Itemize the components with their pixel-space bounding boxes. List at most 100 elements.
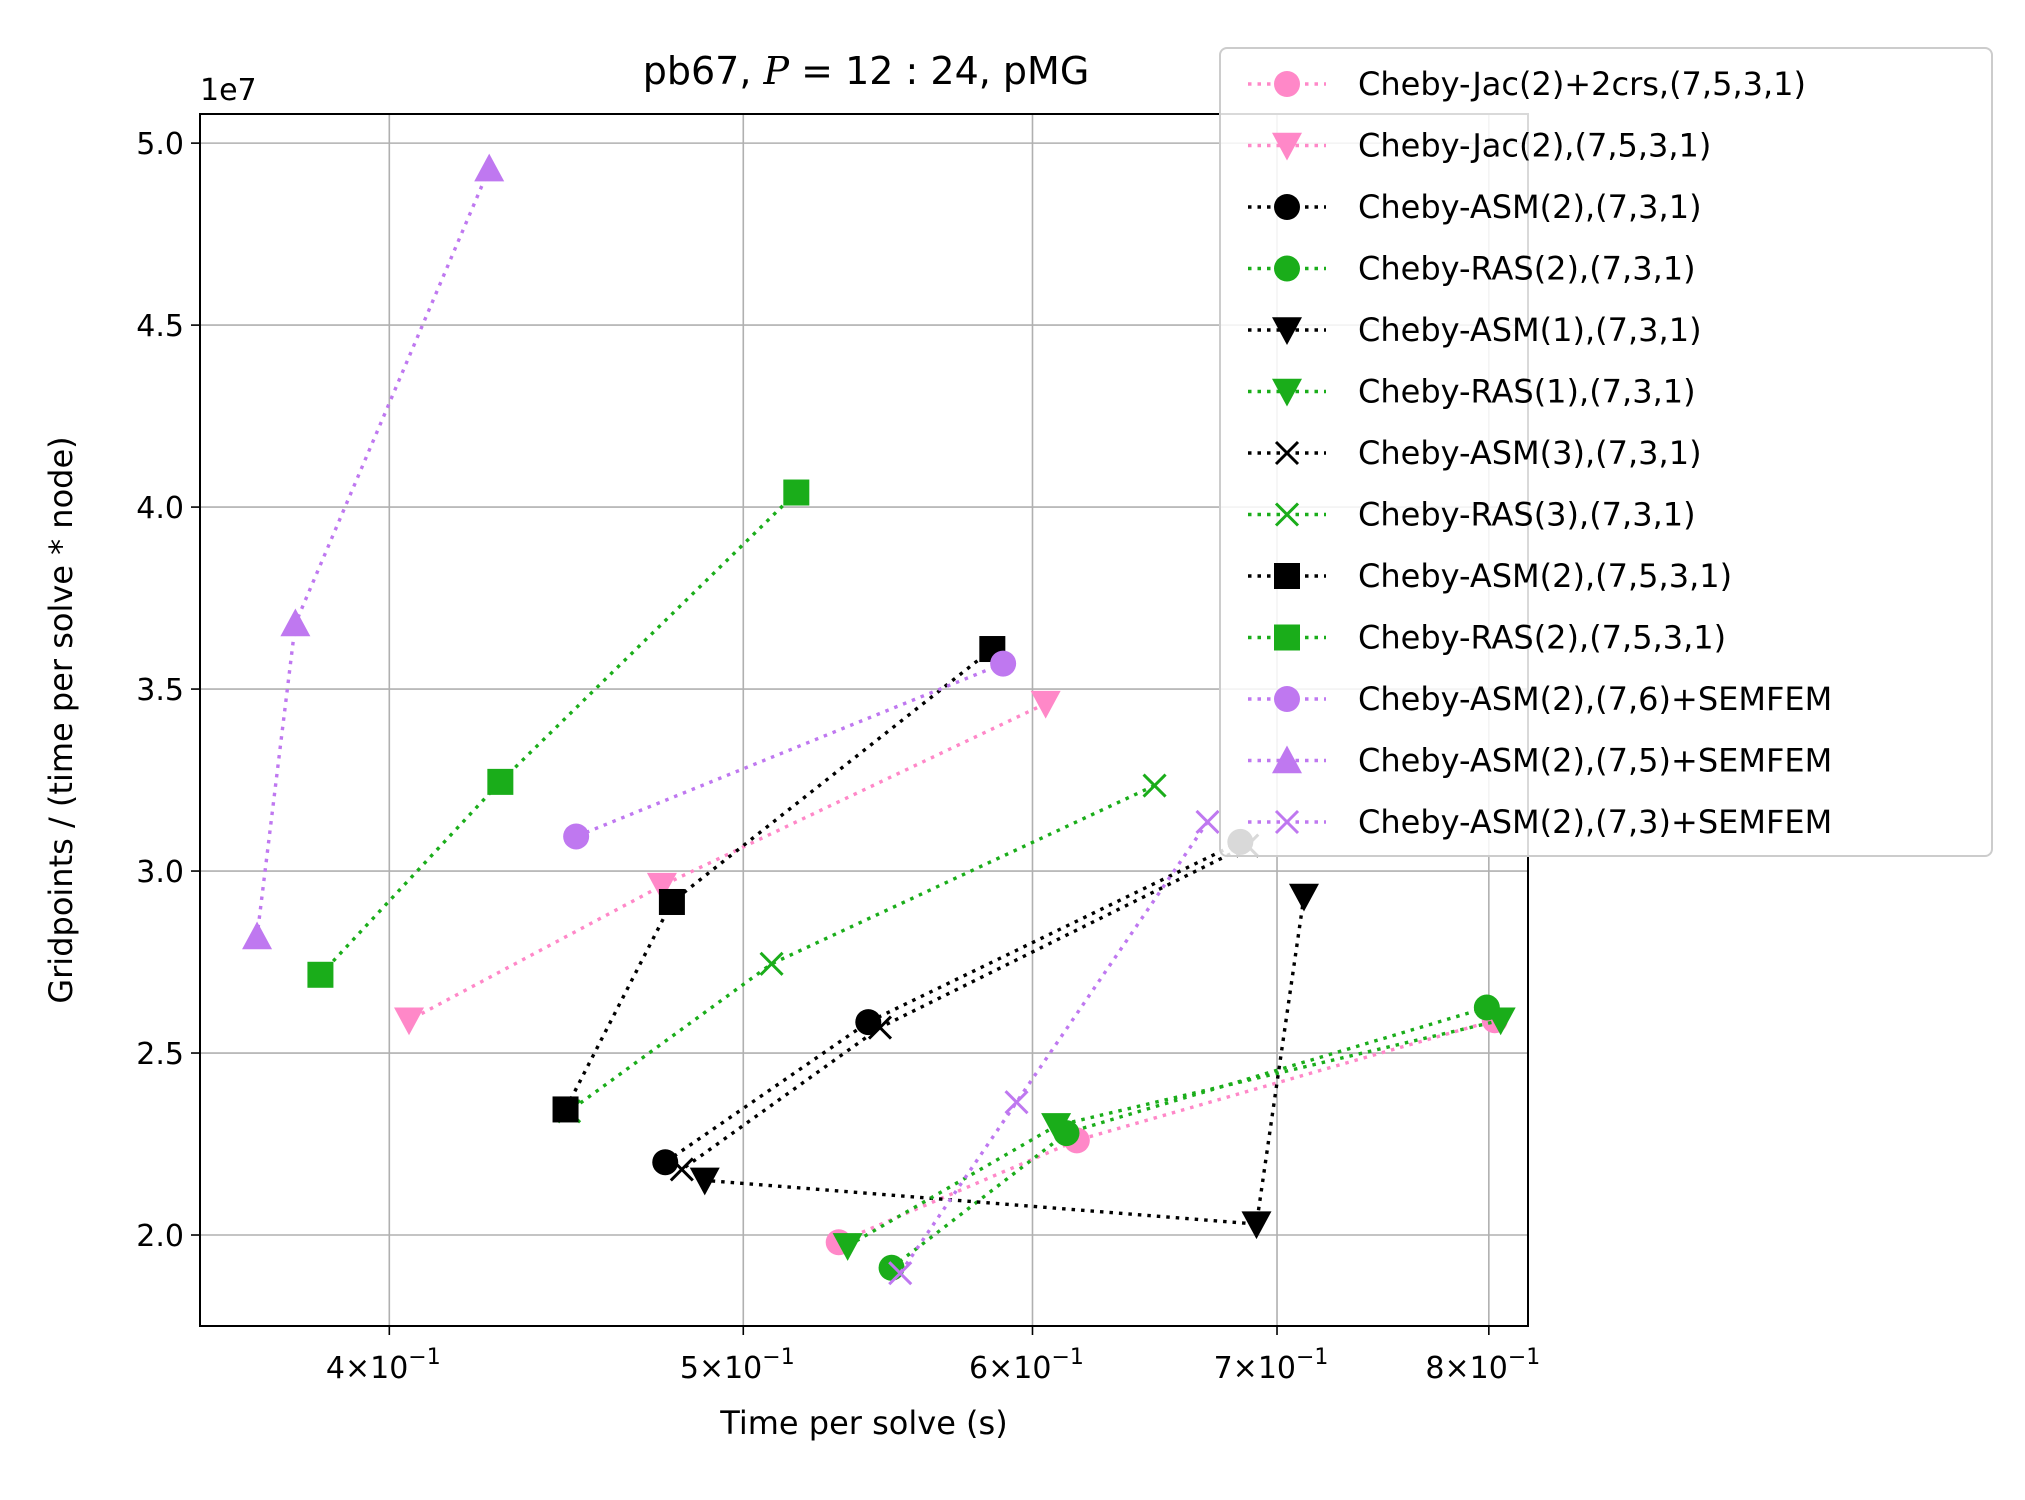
legend-entry: Cheby-ASM(2),(7,5)+SEMFEM xyxy=(1248,742,1832,780)
x-tick-label: 7×10−1 xyxy=(1214,1345,1329,1386)
marker-x-stroke xyxy=(1274,809,1300,835)
marker-circle xyxy=(1274,255,1300,282)
legend-label: Cheby-ASM(1),(7,3,1) xyxy=(1358,311,1702,349)
series-line xyxy=(319,491,798,976)
series xyxy=(242,153,505,950)
legend-label: Cheby-ASM(3),(7,3,1) xyxy=(1358,434,1702,472)
marker-x-stroke xyxy=(1004,1090,1029,1115)
series xyxy=(689,883,1319,1240)
legend-label: Cheby-RAS(2),(7,3,1) xyxy=(1358,250,1696,288)
title-prefix: pb67, xyxy=(643,49,764,93)
marker-circle xyxy=(990,650,1017,677)
marker-square xyxy=(487,768,514,795)
legend-entry: Cheby-ASM(1),(7,3,1) xyxy=(1248,311,1702,349)
title-equals: = 12 : 24 xyxy=(789,49,979,93)
x-tick-times: × xyxy=(1233,1351,1258,1386)
legend-entry: Cheby-ASM(2),(7,3)+SEMFEM xyxy=(1248,803,1832,841)
marker-circle xyxy=(1274,686,1300,712)
y-tick-label: 4.0 xyxy=(136,491,184,526)
y-axis-ticks: 2.0 2.5 3.0 3.5 4.0 4.5 5.0 xyxy=(136,127,200,1254)
legend-entry: Cheby-RAS(3),(7,3,1) xyxy=(1248,496,1696,534)
x-axis-label: Time per solve (s) xyxy=(719,1404,1007,1442)
x-tick-exponent: −1 xyxy=(762,1345,794,1370)
x-tick-exponent: −1 xyxy=(1051,1345,1083,1370)
legend: Cheby-Jac(2)+2crs,(7,5,3,1) Cheby-Jac(2),… xyxy=(1219,47,1993,857)
marker-triangle-down xyxy=(1485,1007,1516,1036)
marker-triangle-down xyxy=(832,1233,863,1261)
legend-entry: Cheby-ASM(2),(7,5,3,1) xyxy=(1248,557,1732,595)
marker-triangle-down xyxy=(689,1167,720,1196)
marker-triangle-down xyxy=(394,1007,425,1036)
legend-box xyxy=(1219,47,1993,857)
legend-entry: Cheby-RAS(1),(7,3,1) xyxy=(1248,373,1696,411)
y-tick-label: 2.5 xyxy=(136,1037,184,1072)
marker-triangle-down xyxy=(1030,690,1061,719)
series xyxy=(552,636,1006,1123)
marker-triangle-up xyxy=(474,153,505,182)
x-tick-times: × xyxy=(699,1351,724,1386)
marker-triangle-down xyxy=(1272,378,1302,407)
x-tick-mantissa: 6 xyxy=(969,1351,988,1386)
marker-x-stroke xyxy=(669,1157,694,1182)
y-tick-label: 3.0 xyxy=(136,855,184,890)
marker-x-stroke xyxy=(1142,773,1167,798)
legend-label: Cheby-RAS(1),(7,3,1) xyxy=(1358,373,1696,411)
marker-circle xyxy=(563,823,590,850)
x-tick-exponent: −1 xyxy=(1508,1345,1540,1370)
legend-entry: Cheby-ASM(3),(7,3,1) xyxy=(1248,434,1702,472)
marker-triangle-up xyxy=(280,608,311,637)
marker-x-stroke xyxy=(867,1015,893,1040)
marker-x-stroke xyxy=(888,1261,913,1286)
series xyxy=(888,809,1220,1286)
series-line xyxy=(838,1018,1496,1244)
marker-square xyxy=(658,888,685,915)
marker-square xyxy=(1274,563,1300,589)
x-tick-base: 10 xyxy=(1258,1351,1296,1386)
marker-square xyxy=(783,479,810,506)
y-axis-offset-label: 1e7 xyxy=(200,73,257,108)
legend-entry: Cheby-RAS(2),(7,3,1) xyxy=(1248,250,1696,288)
marker-square xyxy=(1274,624,1300,651)
x-tick-label: 5×10−1 xyxy=(680,1345,795,1386)
x-tick-times: × xyxy=(988,1351,1013,1386)
legend-entry: Cheby-Jac(2),(7,5,3,1) xyxy=(1248,127,1711,165)
marker-triangle-down xyxy=(1272,132,1302,161)
marker-triangle-down xyxy=(646,872,677,901)
series-line xyxy=(568,783,1156,1113)
title-variable: P xyxy=(763,49,791,93)
y-tick-label: 4.5 xyxy=(136,309,184,344)
x-axis-ticks: 4×10−1 5×10−1 6×10−1 7×10−1 8×10−1 xyxy=(326,1326,1540,1386)
legend-label: Cheby-ASM(2),(7,6)+SEMFEM xyxy=(1358,680,1832,718)
legend-entry: Cheby-ASM(2),(7,3,1) xyxy=(1248,188,1702,226)
marker-x-stroke xyxy=(759,951,784,976)
marker-x-stroke xyxy=(1274,502,1300,527)
series xyxy=(394,690,1061,1036)
x-tick-base: 10 xyxy=(1013,1351,1051,1386)
series xyxy=(307,479,810,988)
marker-triangle-down xyxy=(1041,1113,1072,1141)
marker-circle xyxy=(652,1149,679,1176)
legend-label: Cheby-RAS(3),(7,3,1) xyxy=(1358,496,1696,534)
marker-x-stroke xyxy=(1195,809,1220,834)
y-tick-label: 3.5 xyxy=(136,673,184,708)
series-line xyxy=(564,647,994,1111)
marker-circle xyxy=(1274,71,1300,97)
marker-square xyxy=(552,1096,579,1123)
x-tick-times: × xyxy=(1444,1351,1469,1386)
x-tick-times: × xyxy=(345,1351,370,1386)
x-tick-mantissa: 4 xyxy=(326,1351,345,1386)
x-tick-label: 8×10−1 xyxy=(1425,1345,1540,1386)
marker-triangle-down xyxy=(1272,317,1302,345)
x-tick-mantissa: 8 xyxy=(1425,1351,1444,1386)
series-line xyxy=(898,820,1209,1275)
marker-circle xyxy=(878,1254,905,1281)
marker-circle xyxy=(1274,194,1300,220)
legend-label: Cheby-RAS(2),(7,5,3,1) xyxy=(1358,619,1726,657)
series xyxy=(832,1007,1516,1261)
series-line xyxy=(575,662,1004,839)
legend-entry: Cheby-Jac(2)+2crs,(7,5,3,1) xyxy=(1248,65,1806,103)
title-suffix: , pMG xyxy=(979,49,1090,93)
marker-triangle-down xyxy=(1241,1211,1272,1240)
legend-label: Cheby-Jac(2)+2crs,(7,5,3,1) xyxy=(1358,65,1806,103)
x-tick-exponent: −1 xyxy=(408,1345,440,1370)
